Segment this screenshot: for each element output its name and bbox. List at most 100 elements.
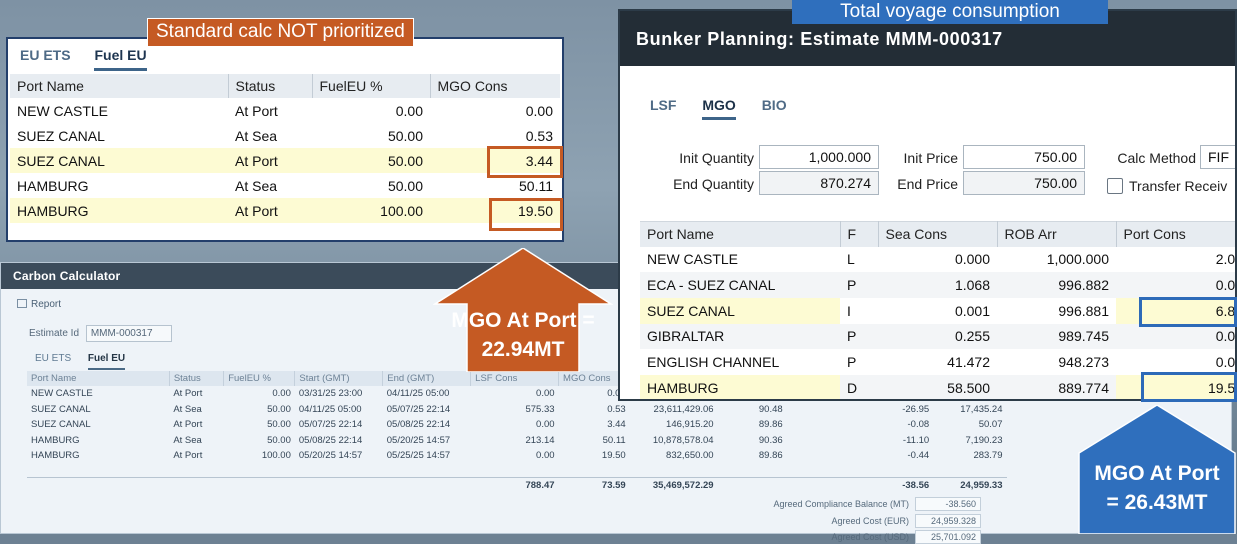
total-cell	[786, 477, 860, 494]
table-cell: 03/31/25 23:00	[298, 388, 363, 400]
table-row[interactable]: SUEZ CANAL I 0.001 996.881 6.88	[640, 297, 1235, 324]
column-header[interactable]: F	[840, 221, 879, 247]
table-cell: 50.00	[312, 148, 430, 173]
highlight-box-hamburg-port-cons	[1141, 372, 1237, 402]
footer-label: Agreed Compliance Balance (MT)	[773, 499, 909, 509]
table-cell	[787, 433, 860, 449]
highlight-box-suez-port-cons	[1139, 297, 1237, 327]
init-price-input[interactable]: 750.00	[963, 145, 1085, 169]
column-header[interactable]: Port Name	[640, 221, 841, 247]
table-cell: 05/20/25 14:57	[298, 450, 363, 462]
tab-bio[interactable]: BIO	[761, 97, 787, 113]
tab-lsf[interactable]: LSF	[650, 97, 677, 113]
table-cell: 0.00	[607, 388, 626, 400]
table-cell: -0.44	[907, 450, 930, 462]
table-row[interactable]: SUEZ CANAL At Sea 50.00 0.53	[10, 123, 560, 148]
total-cell: 788.47	[470, 477, 559, 494]
total-cell: 35,469,572.29	[629, 477, 718, 494]
tab-fuel-eu[interactable]: Fuel EU	[87, 353, 126, 370]
transfer-checkbox[interactable]	[1107, 178, 1123, 194]
table-cell: D	[840, 374, 878, 399]
table-row[interactable]: ENGLISH CHANNEL P 41.472 948.273 0.00	[640, 349, 1236, 375]
table-cell: 283.79	[973, 450, 1003, 462]
column-header[interactable]: End (GMT)	[382, 371, 472, 386]
table-cell: 89.86	[758, 419, 783, 431]
estimate-id-label: Estimate Id	[29, 328, 80, 339]
total-cell	[717, 477, 787, 494]
table-cell: SUEZ CANAL	[640, 297, 840, 324]
init-price-label: Init Price	[903, 150, 958, 166]
table-cell: 0.00	[272, 388, 291, 400]
table-cell: 05/25/25 14:57	[386, 450, 451, 462]
column-header[interactable]: LSF Cons	[470, 371, 560, 386]
table-row[interactable]: SUEZ CANAL At Port 50.00 3.44	[10, 148, 560, 173]
table-cell: 0.53	[525, 127, 553, 144]
table-cell: 05/08/25 22:14	[298, 434, 363, 446]
table-cell: P	[847, 354, 857, 371]
table-cell: 90.36	[758, 434, 783, 446]
tab-eu-ets[interactable]: EU ETS	[35, 353, 72, 364]
table-cell: SUEZ CANAL	[31, 419, 91, 431]
end-quantity-label: End Quantity	[673, 176, 754, 192]
table-cell: 04/11/25 05:00	[386, 388, 450, 400]
table-cell: 05/08/25 22:14	[386, 419, 451, 431]
table-row[interactable]: HAMBURG At Sea 50.00 05/08/25 22:14 05/20/25…	[27, 433, 1007, 449]
table-cell: GIBRALTAR	[640, 323, 840, 350]
tab-mgo[interactable]: MGO	[702, 97, 736, 120]
transfer-label: Transfer Receiv	[1129, 178, 1228, 194]
end-quantity-input[interactable]: 870.274	[759, 171, 879, 195]
table-cell: 41.472	[947, 354, 990, 371]
fuel-table-header: Port Name Status FuelEU % MGO Cons	[10, 74, 560, 98]
bunker-planning-dialog: Bunker Planning: Estimate MMM-000317 LSF…	[618, 9, 1237, 401]
table-row[interactable]: HAMBURG At Sea 50.00 50.11	[10, 173, 560, 198]
column-header[interactable]: Status	[228, 74, 313, 98]
table-cell: 0.00	[536, 419, 555, 431]
column-header[interactable]: ROB Arr	[997, 221, 1117, 247]
column-header[interactable]: MGO Cons	[430, 74, 560, 98]
column-header[interactable]: Start (GMT)	[294, 371, 384, 386]
table-row[interactable]: SUEZ CANAL At Port 50.00 05/07/25 22:14 05/0…	[27, 417, 1007, 433]
mgo-port-blue-text: MGO At Port = 26.43MT	[1077, 459, 1237, 517]
bunker-port-table: Port Name F Sea Cons ROB Arr Port Cons N…	[640, 221, 1236, 399]
table-cell: 1,000.000	[1046, 251, 1109, 268]
calc-method-select[interactable]: FIF	[1200, 145, 1235, 169]
table-row[interactable]: HAMBURG At Port 100.00 05/20/25 14:57 05/25/…	[27, 448, 1007, 464]
table-cell: HAMBURG	[640, 374, 840, 399]
column-header[interactable]: Port Name	[10, 74, 229, 98]
column-header[interactable]: Port Name	[27, 371, 170, 386]
table-row[interactable]: NEW CASTLE At Port 0.00 03/31/25 23:00 04/11…	[27, 386, 1007, 402]
column-header[interactable]: Port Cons	[1116, 221, 1235, 247]
table-cell: At Port	[235, 102, 278, 119]
table-row[interactable]: HAMBURG At Port 100.00 19.50	[10, 198, 560, 223]
table-cell: 0.00	[1215, 354, 1236, 371]
table-cell: 948.273	[1058, 354, 1109, 371]
table-row[interactable]: SUEZ CANAL At Sea 50.00 04/11/25 05:00 05/07…	[27, 402, 1007, 418]
table-cell: 575.33	[525, 403, 555, 415]
table-row[interactable]: NEW CASTLE L 0.000 1,000.000 2.05	[640, 247, 1235, 273]
column-header[interactable]: Sea Cons	[878, 221, 998, 247]
report-button[interactable]: Report	[17, 299, 61, 310]
column-header[interactable]: MGO Cons	[558, 371, 631, 386]
tab-fuel-eu[interactable]: Fuel EU	[94, 47, 147, 71]
mgo-port-arrow-blue	[1078, 405, 1236, 534]
footer-label: Agreed Cost (EUR)	[831, 516, 909, 526]
table-cell: HAMBURG	[31, 450, 80, 462]
table-cell: At Port	[228, 198, 312, 223]
table-cell: 10,878,578.04	[652, 434, 714, 446]
table-cell: 0.00	[1116, 323, 1235, 350]
tab-eu-ets[interactable]: EU ETS	[20, 47, 71, 63]
estimate-id-input[interactable]: MMM-000317	[85, 325, 172, 342]
footer-cost-eur: Agreed Cost (EUR) 24,959.328	[831, 514, 981, 528]
end-price-input[interactable]: 750.00	[963, 171, 1085, 195]
init-quantity-input[interactable]: 1,000.000	[759, 145, 879, 169]
table-cell: 146,915.20	[666, 419, 714, 431]
column-header[interactable]: FuelEU %	[223, 371, 296, 386]
column-header[interactable]: Status	[169, 371, 225, 386]
mgo-port-orange-text: MGO At Port = 22.94MT	[433, 306, 613, 364]
table-row[interactable]: NEW CASTLE At Port 0.00 0.00	[10, 98, 560, 123]
table-cell: 0.001	[954, 302, 990, 319]
column-header[interactable]: FuelEU %	[312, 74, 431, 98]
